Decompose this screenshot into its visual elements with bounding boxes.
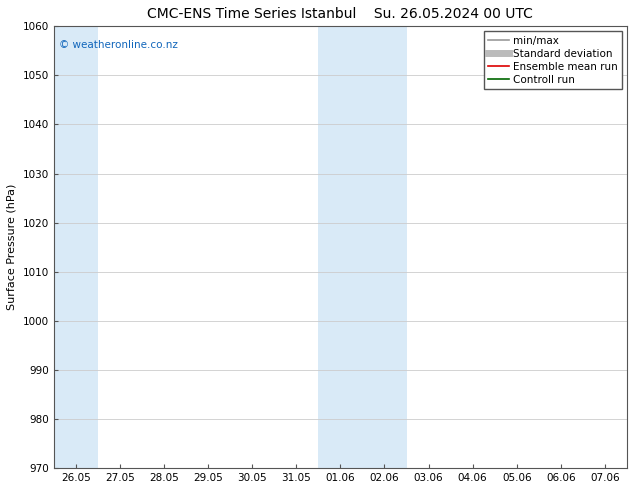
Legend: min/max, Standard deviation, Ensemble mean run, Controll run: min/max, Standard deviation, Ensemble me… (484, 31, 622, 89)
Text: © weatheronline.co.nz: © weatheronline.co.nz (60, 40, 178, 49)
Y-axis label: Surface Pressure (hPa): Surface Pressure (hPa) (7, 184, 17, 311)
Bar (54, 26, 98, 468)
Title: CMC-ENS Time Series Istanbul    Su. 26.05.2024 00 UTC: CMC-ENS Time Series Istanbul Su. 26.05.2… (147, 7, 533, 21)
Bar (363, 26, 406, 468)
Bar (318, 26, 363, 468)
